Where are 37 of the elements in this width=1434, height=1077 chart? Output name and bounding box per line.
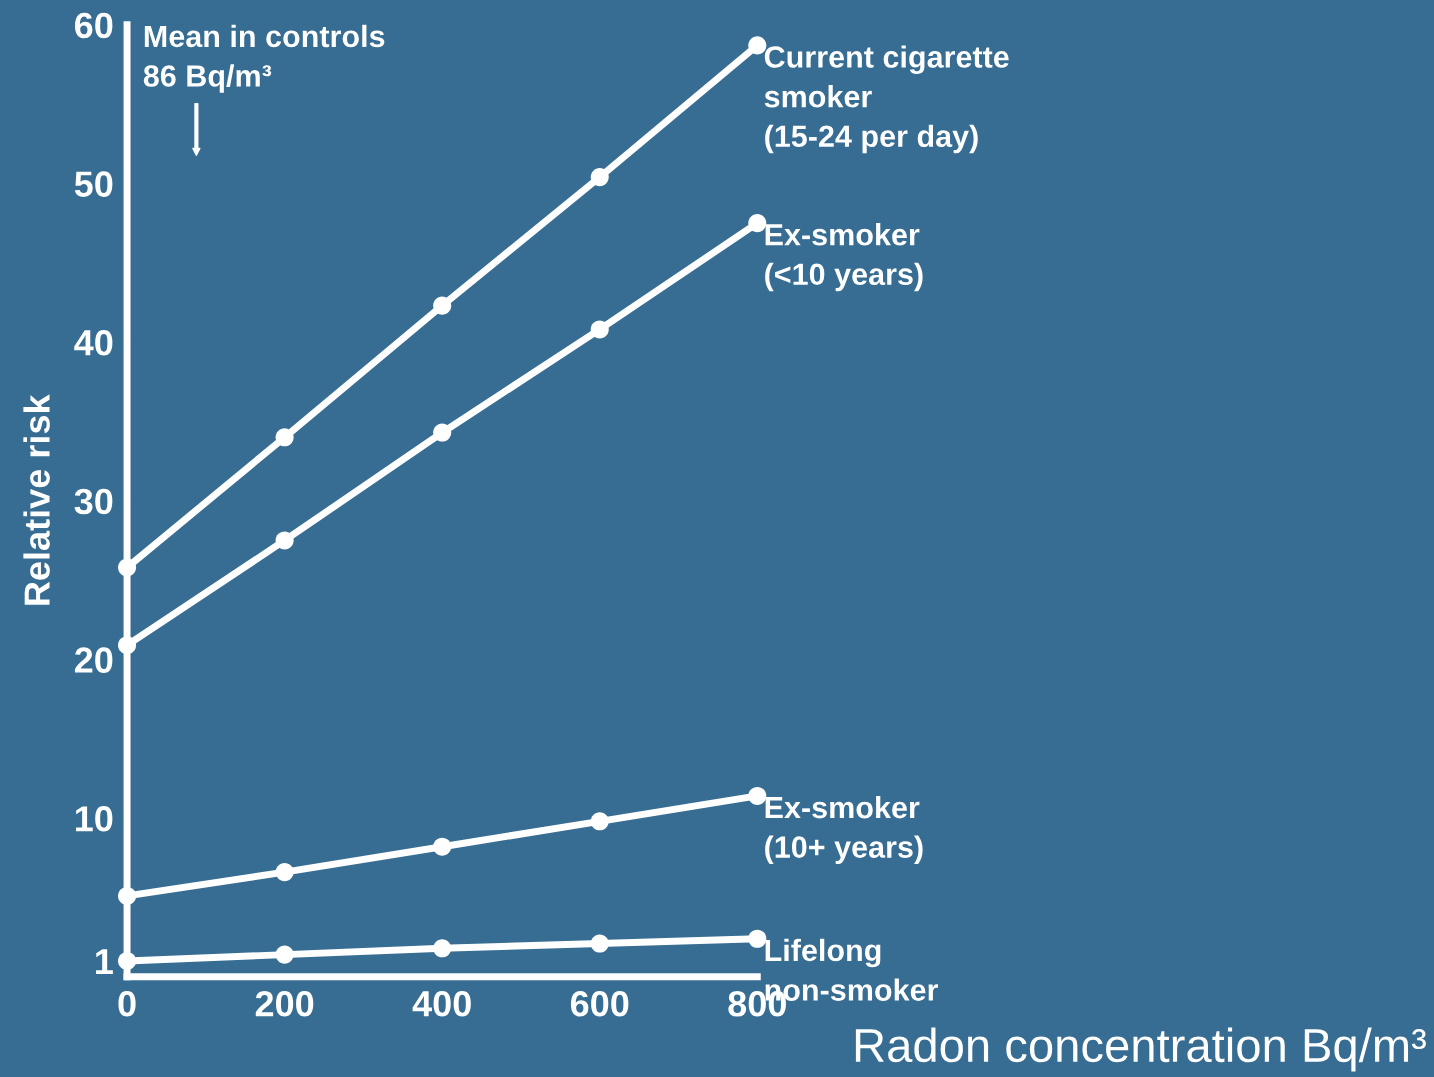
point <box>118 886 137 905</box>
series-label: Ex-smoker (10+ years) <box>765 795 923 864</box>
point <box>275 428 294 447</box>
y-tick-label: 20 <box>74 647 113 673</box>
point <box>590 168 609 187</box>
y-tick-label: 30 <box>74 488 113 515</box>
point <box>275 863 294 882</box>
point <box>433 939 452 958</box>
point <box>118 951 137 970</box>
series-label: Ex-smoker (<10 years) <box>765 223 923 292</box>
x-tick-label: 400 <box>412 990 471 1017</box>
x-tick-label: 0 <box>118 990 136 1017</box>
point <box>275 531 294 550</box>
point <box>590 812 609 831</box>
point <box>590 320 609 339</box>
point <box>118 636 137 655</box>
y-tick-label: 1 <box>96 949 113 975</box>
point <box>275 945 294 964</box>
y-tick-label: 40 <box>74 330 113 356</box>
point <box>118 558 137 577</box>
point <box>433 837 452 856</box>
point <box>748 36 767 55</box>
x-axis-title: Radon concentration Bq/m³ <box>855 1027 1426 1072</box>
annotation: Mean in controls 86 Bq/m³ <box>143 24 385 93</box>
y-tick-label: 60 <box>75 12 113 39</box>
x-tick-label: 600 <box>570 990 629 1017</box>
x-tick-label: 200 <box>255 990 314 1017</box>
point <box>748 786 767 805</box>
point <box>748 929 767 948</box>
series-label: Current cigarette smoker (15-24 per day) <box>764 45 1009 154</box>
point <box>433 423 452 442</box>
point <box>748 214 767 233</box>
point <box>433 296 452 315</box>
y-tick-label: 10 <box>75 806 113 832</box>
y-axis-title: Relative risk <box>23 394 50 605</box>
point <box>590 934 609 953</box>
y-tick-label: 50 <box>74 171 113 197</box>
